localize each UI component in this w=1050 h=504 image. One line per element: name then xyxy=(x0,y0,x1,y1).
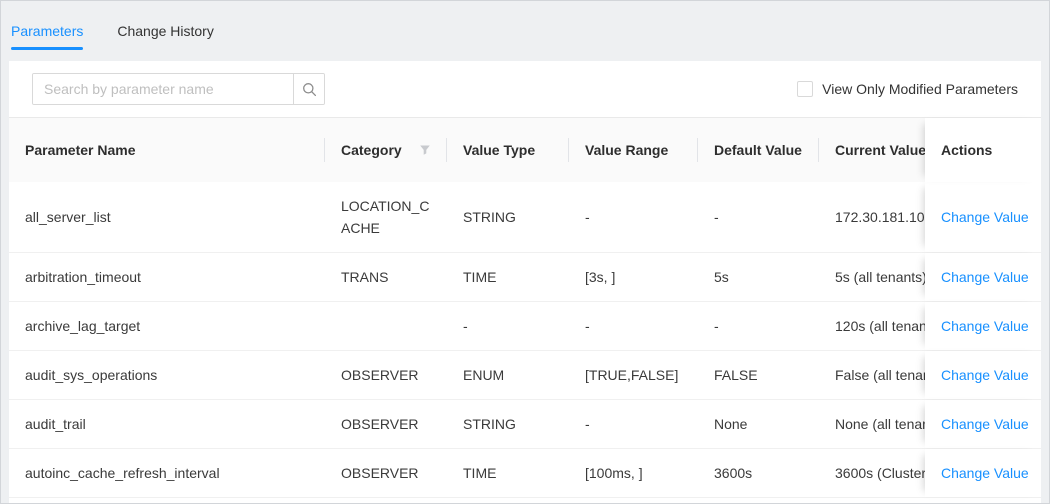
cell-value-type: STRING xyxy=(447,400,569,448)
search-box xyxy=(32,73,325,105)
cell-value-range: - xyxy=(569,400,698,448)
search-button[interactable] xyxy=(293,74,324,104)
cell-category: LOCATION_CACHE xyxy=(325,182,447,252)
cell-parameter-name: audit_sys_operations xyxy=(9,351,325,399)
change-value-link[interactable]: Change Value xyxy=(941,462,1029,484)
change-value-link[interactable]: Change Value xyxy=(941,206,1029,228)
tab-change-history[interactable]: Change History xyxy=(117,1,214,61)
search-input[interactable] xyxy=(33,74,293,104)
tab-bar: Parameters Change History xyxy=(1,1,1049,61)
funnel-filter-icon xyxy=(419,144,431,156)
cell-value-type: ENUM xyxy=(447,351,569,399)
table-row: all_server_list LOCATION_CACHE STRING - … xyxy=(9,182,1041,253)
cell-current-value: None (all tenant xyxy=(819,400,925,448)
table-row: autoinc_cache_refresh_interval OBSERVER … xyxy=(9,449,1041,498)
view-modified-label: View Only Modified Parameters xyxy=(822,81,1018,97)
table-row: audit_sys_operations OBSERVER ENUM [TRUE… xyxy=(9,351,1041,400)
column-header-value-range: Value Range xyxy=(569,118,698,182)
cell-default-value: - xyxy=(698,302,819,350)
column-header-actions: Actions xyxy=(925,118,1041,182)
column-header-category: Category xyxy=(325,118,447,182)
cell-current-value: 172.30.181.10 xyxy=(819,182,925,252)
cell-default-value: 5s xyxy=(698,253,819,301)
cell-parameter-name: arbitration_timeout xyxy=(9,253,325,301)
view-modified-toggle[interactable]: View Only Modified Parameters xyxy=(797,81,1018,97)
cell-current-value: 5s (all tenants) xyxy=(819,253,925,301)
cell-actions: Change Value xyxy=(925,400,1041,448)
cell-value-range: [3s, ] xyxy=(569,253,698,301)
column-header-default-value: Default Value xyxy=(698,118,819,182)
change-value-link[interactable]: Change Value xyxy=(941,413,1029,435)
cell-default-value: 3600s xyxy=(698,449,819,497)
cell-parameter-name: archive_lag_target xyxy=(9,302,325,350)
cell-default-value: FALSE xyxy=(698,351,819,399)
cell-actions: Change Value xyxy=(925,351,1041,399)
cell-value-type: TIME xyxy=(447,253,569,301)
cell-value-type: STRING xyxy=(447,182,569,252)
parameters-page: Parameters Change History xyxy=(0,0,1050,504)
cell-actions: Change Value xyxy=(925,182,1041,252)
cell-value-type: TIME xyxy=(447,449,569,497)
cell-category: OBSERVER xyxy=(325,449,447,497)
cell-parameter-name: autoinc_cache_refresh_interval xyxy=(9,449,325,497)
change-value-link[interactable]: Change Value xyxy=(941,364,1029,386)
tab-parameters[interactable]: Parameters xyxy=(11,1,83,61)
cell-value-range: [100ms, ] xyxy=(569,449,698,497)
cell-current-value: 120s (all tenant xyxy=(819,302,925,350)
column-header-parameter-name: Parameter Name xyxy=(9,118,325,182)
cell-category: OBSERVER xyxy=(325,351,447,399)
change-value-link[interactable]: Change Value xyxy=(941,266,1029,288)
table-row: archive_lag_target - - - 120s (all tenan… xyxy=(9,302,1041,351)
cell-value-type: - xyxy=(447,302,569,350)
cell-actions: Change Value xyxy=(925,253,1041,301)
tab-change-history-label: Change History xyxy=(117,23,214,39)
cell-value-range: - xyxy=(569,182,698,252)
table-header-row: Parameter Name Category Value Type Value… xyxy=(9,118,1041,182)
cell-actions: Change Value xyxy=(925,302,1041,350)
cell-category: OBSERVER xyxy=(325,400,447,448)
search-icon xyxy=(302,82,317,97)
toolbar: View Only Modified Parameters xyxy=(9,61,1041,118)
cell-default-value: - xyxy=(698,182,819,252)
cell-category xyxy=(325,302,447,350)
cell-current-value: False (all tenant xyxy=(819,351,925,399)
cell-category: TRANS xyxy=(325,253,447,301)
cell-parameter-name: all_server_list xyxy=(9,182,325,252)
table-row: arbitration_timeout TRANS TIME [3s, ] 5s… xyxy=(9,253,1041,302)
cell-current-value: 3600s (Cluster xyxy=(819,449,925,497)
cell-default-value: None xyxy=(698,400,819,448)
cell-actions: Change Value xyxy=(925,449,1041,497)
column-header-current-value: Current Value xyxy=(819,118,925,182)
cell-parameter-name: audit_trail xyxy=(9,400,325,448)
view-modified-checkbox[interactable] xyxy=(797,81,813,97)
change-value-link[interactable]: Change Value xyxy=(941,315,1029,337)
table-row: audit_trail OBSERVER STRING - None None … xyxy=(9,400,1041,449)
column-header-value-type: Value Type xyxy=(447,118,569,182)
content-panel: View Only Modified Parameters Parameter … xyxy=(9,61,1041,504)
cell-value-range: - xyxy=(569,302,698,350)
category-filter-button[interactable] xyxy=(411,144,431,156)
tab-parameters-label: Parameters xyxy=(11,23,83,39)
cell-value-range: [TRUE,FALSE] xyxy=(569,351,698,399)
